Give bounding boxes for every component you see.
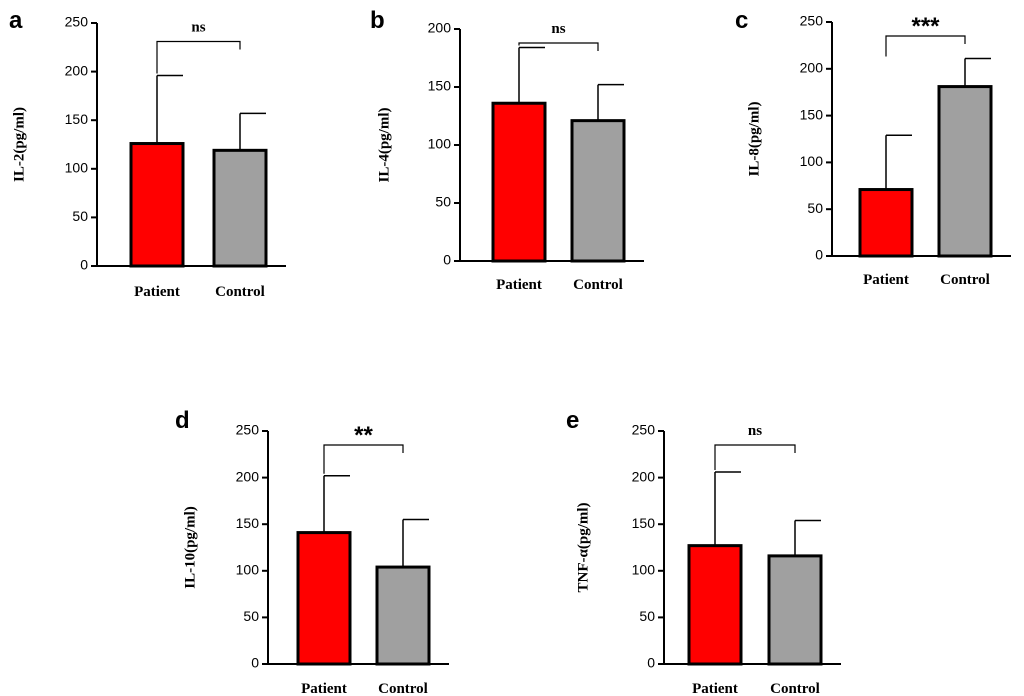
bar-patient [129, 142, 185, 268]
y-tick-label: 50 [243, 608, 259, 624]
chart-panel-d: d IL-10(pg/ml) 0 50 100 150 200 250 Patient Contr… [175, 407, 449, 696]
y-tick-label: 250 [236, 422, 260, 438]
panel-letter: a [9, 7, 23, 34]
bar-patient [491, 101, 547, 263]
y-tick-label: 200 [632, 468, 656, 484]
bar-control [375, 565, 431, 666]
bar-control [767, 554, 823, 666]
y-tick-label: 0 [815, 247, 823, 263]
panel-letter: e [566, 407, 579, 434]
significance-bracket [156, 40, 241, 74]
x-category-label: Patient [863, 272, 909, 288]
y-tick-label: 50 [639, 608, 655, 624]
y-tick-label: 50 [435, 194, 451, 210]
significance-bracket [885, 35, 966, 57]
x-category-label: Control [770, 681, 820, 696]
y-tick-label: 200 [65, 62, 89, 78]
y-tick-label: 150 [800, 106, 824, 122]
y-tick-label: 100 [428, 136, 452, 152]
panel-letter: b [370, 7, 385, 34]
significance-label: *** [911, 13, 940, 40]
significance-bracket [714, 444, 796, 471]
y-tick-label: 0 [80, 257, 88, 273]
y-tick-label: 200 [236, 468, 260, 484]
significance-label: ns [748, 423, 762, 439]
y-tick-label: 250 [800, 13, 824, 29]
y-axis-label: TNF-α(pg/ml) [575, 502, 591, 592]
bar-patient [858, 188, 914, 258]
y-tick-label: 50 [807, 200, 823, 216]
bar-patient [296, 531, 352, 666]
bar-patient [687, 544, 743, 666]
y-tick-label: 150 [428, 78, 452, 94]
bar-control [937, 85, 993, 258]
y-tick-label: 0 [251, 655, 259, 671]
y-axis-label: IL-8(pg/ml) [746, 101, 762, 176]
chart-panel-e: e TNF-α(pg/ml) 0 50 100 150 200 250 Patient Contr… [566, 407, 841, 696]
x-category-label: Control [940, 272, 990, 288]
y-axis-label: IL-10(pg/ml) [182, 506, 198, 589]
y-axis-label: IL-4(pg/ml) [376, 107, 392, 182]
x-category-label: Patient [496, 277, 542, 293]
y-tick-label: 0 [647, 655, 655, 671]
x-category-label: Patient [301, 681, 347, 696]
significance-label: ns [551, 21, 565, 37]
panel-letter: c [735, 7, 748, 34]
panel-letter: d [175, 407, 190, 434]
x-category-label: Patient [134, 284, 180, 300]
x-category-label: Control [215, 284, 265, 300]
y-tick-label: 150 [236, 515, 260, 531]
y-tick-label: 100 [65, 160, 89, 176]
y-tick-label: 100 [236, 562, 260, 578]
y-tick-label: 150 [65, 111, 89, 127]
bar-control [570, 119, 626, 263]
chart-panel-b: b IL-4(pg/ml) 0 50 100 150 200 Patient Control ns [370, 7, 644, 293]
y-tick-label: 150 [632, 515, 656, 531]
y-tick-label: 200 [800, 60, 824, 76]
chart-panel-a: a IL-2(pg/ml) 0 50 100 150 200 250 Patient Contro… [9, 7, 286, 300]
y-tick-label: 250 [65, 14, 89, 30]
bar-control [212, 148, 268, 268]
significance-label: ns [191, 19, 205, 35]
significance-bracket [518, 42, 599, 51]
significance-bracket [323, 444, 404, 474]
y-tick-label: 0 [443, 252, 451, 268]
significance-label: ** [354, 422, 373, 449]
y-tick-label: 250 [632, 422, 656, 438]
chart-panel-c: c IL-8(pg/ml) 0 50 100 150 200 250 Patient Contro… [735, 7, 1011, 288]
y-tick-label: 100 [800, 153, 824, 169]
y-tick-label: 100 [632, 562, 656, 578]
y-axis-label: IL-2(pg/ml) [11, 107, 27, 182]
x-category-label: Control [378, 681, 428, 696]
x-category-label: Patient [692, 681, 738, 696]
y-tick-label: 200 [428, 20, 452, 36]
x-category-label: Control [573, 277, 623, 293]
y-tick-label: 50 [72, 208, 88, 224]
